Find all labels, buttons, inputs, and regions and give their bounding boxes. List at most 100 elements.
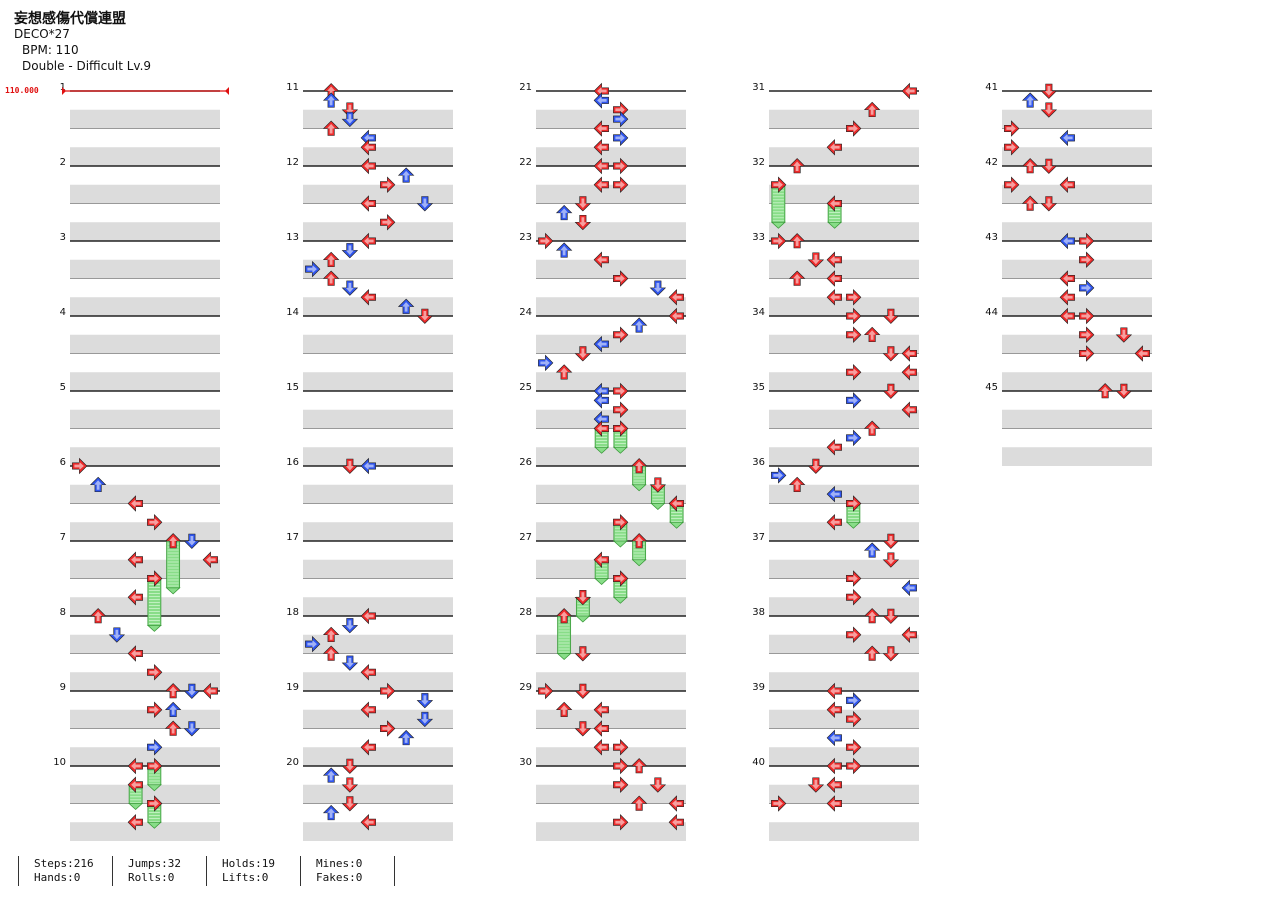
measure-stripe xyxy=(303,634,453,654)
measure-41: 41 xyxy=(985,82,1152,166)
arrow-highlight xyxy=(811,254,820,265)
measure-stripe xyxy=(769,484,919,504)
arrow-note xyxy=(360,607,376,625)
measure-stripe xyxy=(70,147,220,166)
arrow-note xyxy=(341,458,359,474)
arrow-highlight xyxy=(868,649,877,659)
arrow-note xyxy=(416,196,434,212)
arrow-highlight xyxy=(131,818,141,827)
arrow-note xyxy=(322,804,340,821)
arrow-note xyxy=(826,251,842,268)
arrow-note xyxy=(613,757,629,775)
arrow-highlight xyxy=(1138,349,1148,358)
arrow-highlight xyxy=(560,705,569,715)
arrow-note xyxy=(613,129,629,147)
arrow-note xyxy=(1040,158,1058,174)
measure-stripe xyxy=(769,634,919,654)
measure-stripe xyxy=(70,409,220,429)
arrow-highlight xyxy=(1063,274,1073,283)
arrow-highlight xyxy=(345,779,354,790)
arrow-note xyxy=(826,729,842,747)
measure-stripe xyxy=(303,484,453,504)
arrow-highlight xyxy=(830,733,840,742)
measure-stripe xyxy=(769,784,919,804)
arrow-note xyxy=(1004,176,1020,193)
arrow-highlight xyxy=(848,743,858,752)
arrow-highlight xyxy=(364,237,374,245)
measure-stripe xyxy=(536,484,686,504)
measure-stripe xyxy=(70,634,220,654)
arrow-note xyxy=(202,682,218,700)
arrow-highlight xyxy=(578,648,587,658)
hold-tail xyxy=(669,521,685,529)
arrow-note xyxy=(882,552,900,568)
bpm-change-marker: 110.000 xyxy=(5,86,39,95)
arrow-note xyxy=(322,626,340,643)
measure-stripe xyxy=(303,147,453,166)
measure-stripe xyxy=(769,747,919,766)
arrow-highlight xyxy=(1081,312,1091,320)
arrow-highlight xyxy=(149,705,159,714)
arrow-note xyxy=(846,307,862,325)
arrow-note xyxy=(863,645,881,661)
arrow-note xyxy=(882,308,900,324)
arrow-highlight xyxy=(131,762,141,770)
arrow-highlight xyxy=(94,480,103,490)
measure-stripe xyxy=(769,559,919,579)
song-bpm: BPM: 110 xyxy=(22,43,79,57)
hold-tail xyxy=(631,559,647,567)
arrow-note xyxy=(147,514,163,531)
measure-stripe xyxy=(769,147,919,166)
measure-number: 16 xyxy=(286,457,299,468)
arrow-note xyxy=(846,626,862,643)
arrow-note xyxy=(360,232,376,250)
hold-tail xyxy=(827,221,843,229)
arrow-note xyxy=(807,458,825,474)
arrow-highlight xyxy=(653,779,662,790)
measure-33: 33 xyxy=(752,232,919,316)
hold-tail xyxy=(594,446,610,454)
arrow-note xyxy=(360,814,376,831)
arrow-note xyxy=(127,589,143,606)
measure-32: 32 xyxy=(752,157,919,241)
arrow-note xyxy=(360,195,376,212)
arrow-highlight xyxy=(169,686,178,696)
arrow-note xyxy=(1059,307,1075,325)
arrow-note xyxy=(183,721,201,737)
stat-lifts: Lifts:0 xyxy=(222,871,269,884)
measure-stripe xyxy=(303,334,453,354)
arrow-highlight xyxy=(848,368,858,377)
measure-39: 39 xyxy=(752,682,919,766)
arrow-note xyxy=(574,721,592,737)
arrow-highlight xyxy=(597,340,607,349)
measure-22: 22 xyxy=(519,157,686,241)
arrow-highlight xyxy=(1063,293,1073,302)
arrow-highlight xyxy=(1044,161,1053,171)
measure-number: 18 xyxy=(286,607,299,618)
arrow-highlight xyxy=(206,687,216,695)
arrow-highlight xyxy=(131,499,141,508)
arrow-note xyxy=(613,270,629,287)
measure-stripe xyxy=(303,372,453,391)
arrow-highlight xyxy=(540,237,550,245)
measure-stripe xyxy=(536,109,686,129)
measure-stripe xyxy=(70,597,220,616)
measure-20: 20 xyxy=(286,757,453,841)
arrow-note xyxy=(863,542,881,558)
arrow-highlight xyxy=(597,162,607,170)
measure-stripe xyxy=(536,709,686,729)
arrow-note xyxy=(574,214,592,231)
arrow-note xyxy=(147,701,163,718)
arrow-note xyxy=(416,308,434,324)
arrow-highlight xyxy=(597,555,607,564)
arrow-highlight xyxy=(635,761,644,771)
measure-stripe xyxy=(70,184,220,204)
arrow-note xyxy=(826,439,842,456)
arrow-highlight xyxy=(905,368,915,377)
arrow-note xyxy=(555,608,573,624)
measure-29: 29 xyxy=(519,682,686,766)
arrow-note xyxy=(846,326,862,343)
arrow-note xyxy=(901,626,917,643)
arrow-note xyxy=(613,326,629,343)
arrow-highlight xyxy=(364,705,374,714)
